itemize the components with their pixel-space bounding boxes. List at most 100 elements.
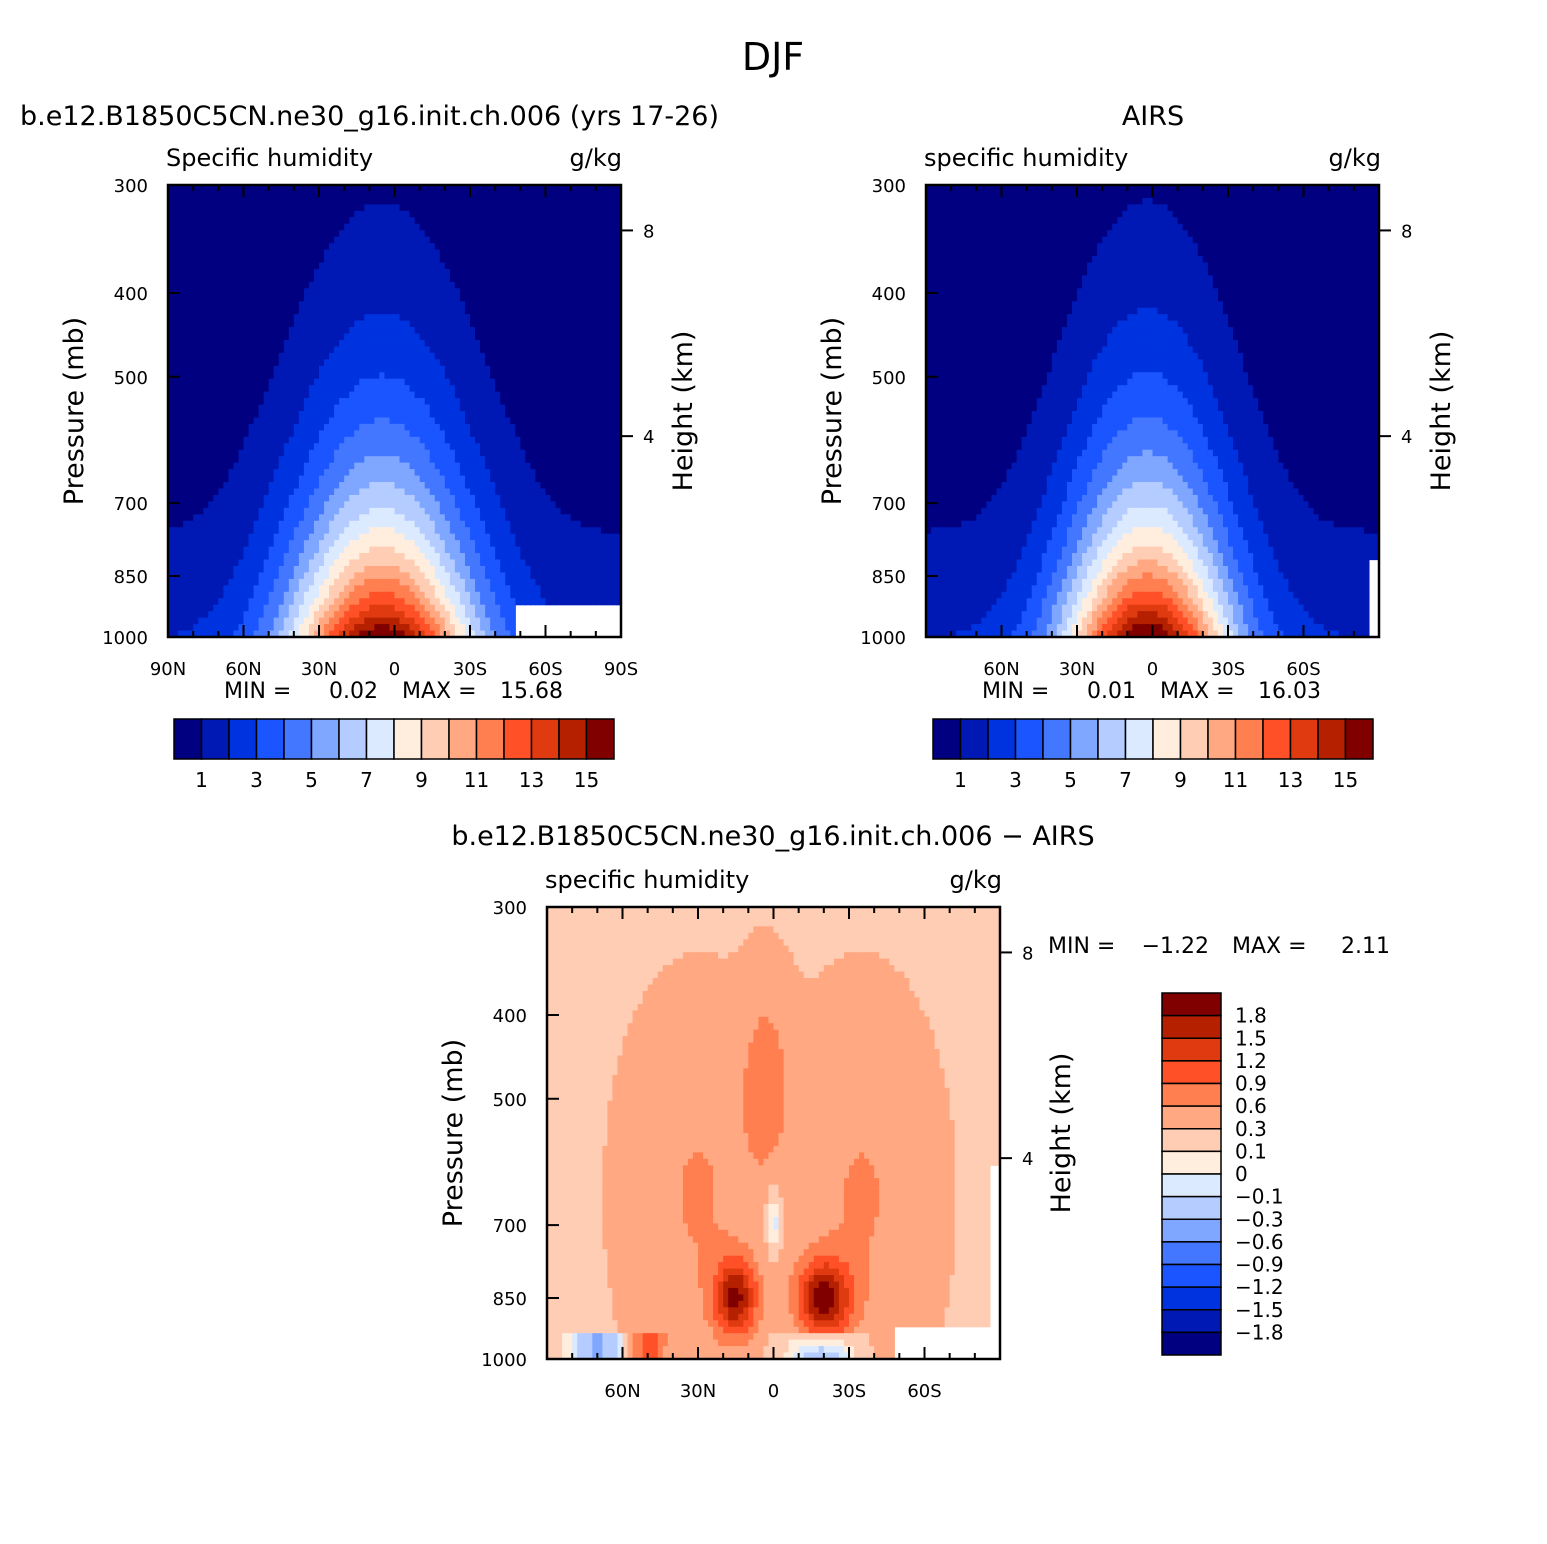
contour-cell [394,507,401,515]
contour-cell [480,430,486,438]
contour-cell [218,262,224,270]
contour-cell [535,307,542,315]
contour-cell [520,507,526,515]
contour-cell [203,346,209,354]
contour-cell [359,449,365,457]
contour-cell [329,256,335,264]
contour-cell [223,256,229,264]
contour-cell [228,320,235,328]
contour-cell [273,236,280,244]
contour-cell [233,275,240,283]
contour-cell [193,372,199,380]
contour-cell [454,249,461,257]
contour-cell [273,462,280,470]
contour-cell [183,320,189,328]
contour-cell [223,527,229,535]
contour-cell [459,288,466,296]
contour-cell [605,411,612,419]
contour-cell [470,352,476,360]
contour-cell [278,346,285,354]
contour-cell [268,236,275,244]
contour-cell [459,230,466,238]
contour-cell [354,527,360,535]
contour-cell [464,230,471,238]
contour-cell [253,475,260,483]
contour-cell [490,462,496,470]
contour-cell [334,443,340,451]
contour-cell [464,256,471,264]
contour-cell [424,423,431,431]
contour-cell [570,417,577,425]
contour-cell [449,230,456,238]
contour-cell [248,359,255,367]
contour-cell [238,456,245,464]
contour-cell [500,288,506,296]
contour-cell [319,456,325,464]
contour-cell [313,288,320,296]
contour-cell [595,494,602,502]
contour-cell [193,411,199,419]
contour-cell [454,236,461,244]
contour-cell [334,210,340,218]
contour-cell [344,501,350,509]
contour-cell [545,520,552,528]
contour-cell [369,398,375,406]
contour-cell [339,210,345,218]
contour-cell [485,320,491,328]
contour-cell [253,185,260,193]
contour-cell [439,494,446,502]
contour-cell [263,275,270,283]
contour-cell [233,236,240,244]
contour-cell [515,365,521,373]
contour-cell [464,462,471,470]
contour-cell [248,197,255,205]
contour-cell [595,443,602,451]
contour-cell [595,346,602,354]
contour-cell [344,352,350,360]
contour-cell [228,469,235,477]
contour-cell [203,185,209,193]
contour-cell [168,469,174,477]
contour-cell [298,307,305,315]
contour-cell [359,307,365,315]
contour-cell [515,417,521,425]
contour-cell [258,462,265,470]
contour-cell [324,288,330,296]
contour-cell [203,507,209,515]
contour-cell [459,249,466,257]
contour-cell [308,185,315,193]
contour-cell [389,243,396,251]
contour-cell [595,333,602,341]
contour-cell [545,236,552,244]
contour-cell [505,398,511,406]
contour-cell [444,494,451,502]
contour-cell [480,514,486,522]
contour-cell [535,391,542,399]
contour-cell [283,307,290,315]
contour-cell [168,339,174,348]
contour-cell [480,249,486,257]
contour-cell [384,204,391,212]
contour-cell [434,346,441,354]
contour-cell [233,268,240,276]
contour-cell [339,314,345,322]
contour-cell [208,185,214,193]
contour-cell [379,281,386,289]
contour-cell [595,217,602,225]
contour-cell [329,307,335,315]
contour-cell [319,294,325,302]
contour-cell [344,398,350,406]
contour-cell [238,359,245,367]
contour-cell [334,417,340,425]
contour-cell [409,404,416,412]
contour-cell [580,475,587,483]
contour-cell [288,372,295,380]
contour-cell [374,281,380,289]
contour-cell [459,256,466,264]
contour-cell [424,411,431,419]
contour-cell [344,494,350,502]
contour-cell [439,294,446,302]
contour-cell [389,191,396,199]
contour-cell [490,482,496,490]
contour-cell [293,268,300,276]
